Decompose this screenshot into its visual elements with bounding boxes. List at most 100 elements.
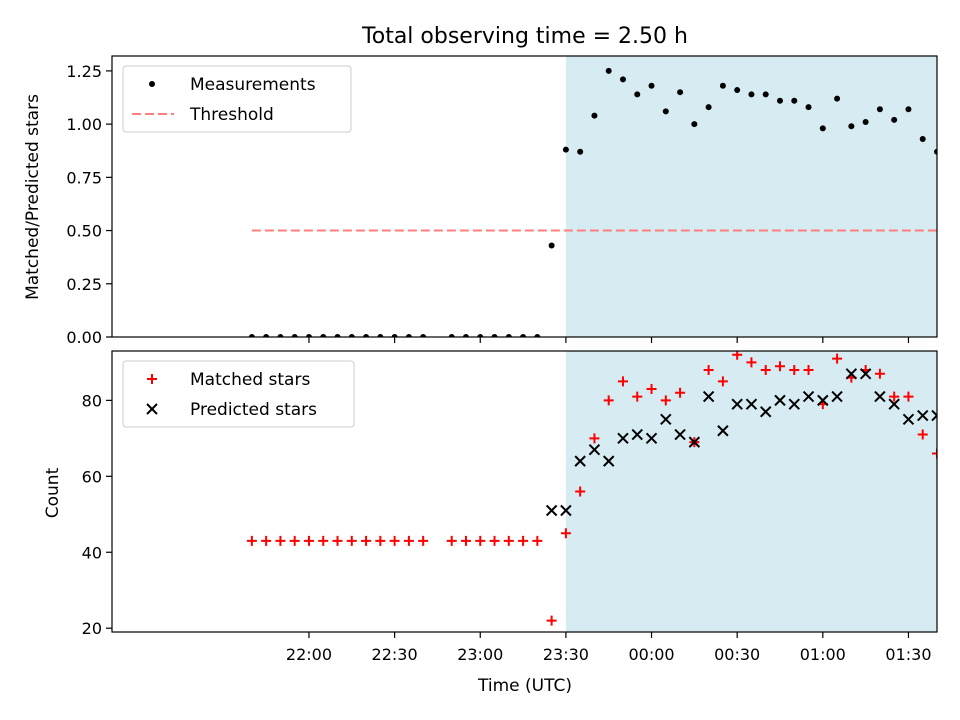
bottom-matched-stars-point <box>789 364 800 375</box>
top-measurements-point <box>805 104 812 111</box>
bottom-matched-stars-point <box>646 383 657 394</box>
top-legend-label: Threshold <box>189 105 274 125</box>
top-measurements-point <box>734 87 741 94</box>
bottom-matched-stars-point <box>246 535 257 546</box>
bottom-matched-stars-point <box>560 528 571 539</box>
top-measurements-point <box>377 334 384 337</box>
top-measurements-point <box>448 334 455 337</box>
bottom-predicted-stars-point <box>603 455 615 467</box>
bottom-predicted-stars-point <box>588 444 601 456</box>
bottom-matched-stars-point <box>289 535 300 546</box>
bottom-matched-stars-point <box>346 535 357 546</box>
bottom-legend-label: Predicted stars <box>190 400 317 420</box>
bottom-matched-stars-point <box>446 535 457 546</box>
bottom-matched-stars-point <box>632 391 643 402</box>
top-legend-box <box>122 65 352 133</box>
bottom-matched-stars-point <box>932 448 937 459</box>
bottom-matched-stars-point <box>375 535 386 546</box>
bottom-matched-stars-point <box>660 395 671 406</box>
bottom-predicted-stars-point <box>888 398 900 410</box>
top-y-tick-label: 0.00 <box>66 328 102 347</box>
top-y-tick-label: 1.00 <box>66 115 102 134</box>
top-measurements-point <box>719 82 726 89</box>
bottom-matched-stars-point <box>603 395 614 406</box>
bottom-predicted-stars-point <box>717 425 729 437</box>
bottom-legend-box <box>122 360 355 428</box>
top-measurements-point <box>291 334 298 337</box>
bottom-y-tick-label: 40 <box>82 543 102 562</box>
bottom-y-axis-label: Count <box>43 467 63 518</box>
bottom-legend: Matched stars Predicted stars <box>122 360 355 428</box>
top-panel: 0.00 0.25 0.50 0.75 1.00 1.25 Measurements Thre… <box>66 55 938 347</box>
bottom-matched-stars-point <box>575 486 586 497</box>
bottom-legend-key-matched-stars <box>147 374 157 384</box>
top-measurements-point <box>862 118 869 125</box>
bottom-matched-stars-point <box>874 368 885 379</box>
bottom-matched-stars-point <box>703 364 714 375</box>
top-measurements-point <box>677 89 684 96</box>
bottom-axes-frame <box>111 350 938 633</box>
bottom-matched-stars-point <box>717 376 728 387</box>
bottom-predicted-stars-point <box>831 390 843 403</box>
top-measurements-point <box>548 242 555 249</box>
bottom-matched-stars-point <box>475 535 486 546</box>
x-axis-label: Time (UTC) <box>477 676 572 696</box>
top-measurements-point <box>662 108 669 115</box>
top-measurements-point <box>305 334 312 337</box>
bottom-predicted-stars-point <box>859 368 872 380</box>
bottom-predicted-stars-point <box>745 398 758 410</box>
top-measurements-point <box>834 95 841 102</box>
top-measurements-point <box>348 334 355 337</box>
bottom-predicted-stars-point <box>760 406 772 418</box>
bottom-matched-stars-point <box>303 535 314 546</box>
top-measurements-point <box>648 82 655 89</box>
x-tick-label: 22:30 <box>372 645 418 664</box>
bottom-matched-stars-point <box>760 364 771 375</box>
bottom-matched-stars-point <box>318 535 329 546</box>
top-measurements-point <box>334 334 341 337</box>
top-measurements-point <box>562 146 569 153</box>
x-tick-label: 23:00 <box>457 645 503 664</box>
top-measurements-point <box>320 334 327 337</box>
top-measurements-point <box>534 334 541 337</box>
bottom-observing-window <box>565 351 937 632</box>
bottom-predicted-stars-point <box>574 455 586 467</box>
bottom-predicted-stars-point <box>802 390 815 403</box>
top-legend-key-measurements <box>149 81 155 87</box>
top-y-tick-label: 0.75 <box>66 168 102 187</box>
top-measurements-point <box>819 125 826 132</box>
bottom-panel: 20 40 60 80 22:00 22:30 23:00 23:30 00:00 00:30 01… <box>82 350 938 664</box>
bottom-matched-stars-point <box>503 535 514 546</box>
bottom-matched-stars-point <box>361 535 372 546</box>
top-measurements-point <box>691 121 698 128</box>
bottom-predicted-stars-point <box>645 432 658 445</box>
bottom-predicted-stars-point <box>774 394 786 407</box>
bottom-matched-stars-point <box>261 535 272 546</box>
bottom-matched-stars-point <box>532 535 543 546</box>
bottom-legend-key-predicted-stars <box>146 403 158 415</box>
top-measurements-point <box>577 148 584 155</box>
bottom-matched-stars-point <box>389 535 400 546</box>
top-measurements-point <box>791 97 798 104</box>
top-measurements-point <box>905 106 912 113</box>
top-measurements-point <box>477 334 484 337</box>
bottom-matched-stars-point <box>903 391 914 402</box>
bottom-matched-stars-point <box>617 376 628 387</box>
bottom-matched-stars-point <box>675 387 686 398</box>
bottom-matched-stars-point <box>275 535 286 546</box>
top-plot-area <box>248 56 937 337</box>
bottom-matched-stars-point <box>889 391 900 402</box>
x-tick-label: 00:30 <box>714 645 760 664</box>
bottom-matched-stars-point <box>518 535 529 546</box>
bottom-predicted-stars-point <box>545 504 558 517</box>
top-measurements-point <box>619 76 626 83</box>
bottom-predicted-stars-point <box>817 394 829 407</box>
bottom-matched-stars-point <box>746 357 757 368</box>
bottom-y-tick-label: 80 <box>82 391 102 410</box>
bottom-matched-stars-point <box>774 361 785 372</box>
top-measurements-point <box>634 91 641 98</box>
top-y-tick-label: 0.50 <box>66 222 102 241</box>
bottom-matched-stars-point <box>917 429 928 440</box>
bottom-y-tick-label: 60 <box>82 467 102 486</box>
